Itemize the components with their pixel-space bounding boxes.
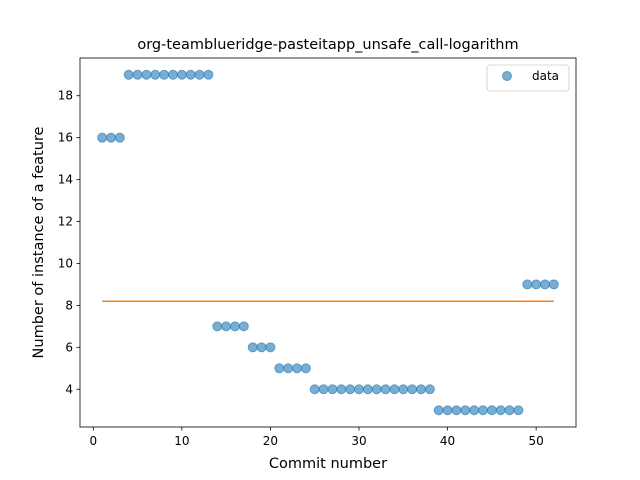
axes-frame bbox=[79, 57, 577, 428]
data-point bbox=[540, 279, 550, 290]
data-point bbox=[176, 69, 187, 80]
y-tick-label: 8 bbox=[65, 298, 73, 312]
legend: data bbox=[486, 64, 570, 92]
x-axis: 0 10 20 30 40 50 bbox=[89, 427, 544, 448]
data-point bbox=[265, 342, 276, 353]
data-point bbox=[486, 405, 497, 416]
data-point bbox=[318, 384, 329, 395]
data-point bbox=[345, 384, 356, 395]
data-point bbox=[407, 384, 418, 395]
data-point bbox=[469, 405, 480, 416]
data-point bbox=[159, 69, 170, 80]
data-point bbox=[256, 342, 267, 353]
y-tick-label: 12 bbox=[58, 215, 73, 229]
x-tick-label: 0 bbox=[89, 434, 97, 448]
y-tick-label: 6 bbox=[65, 340, 73, 354]
x-tick-label: 50 bbox=[529, 434, 544, 448]
data-point bbox=[221, 321, 232, 332]
data-point bbox=[230, 321, 240, 332]
x-tick-label: 10 bbox=[174, 434, 189, 448]
data-point bbox=[300, 363, 311, 374]
y-axis-label: Number of instance of a feature bbox=[31, 126, 47, 358]
data-point bbox=[336, 384, 347, 395]
data-point bbox=[531, 279, 542, 290]
data-point bbox=[371, 384, 382, 395]
data-point bbox=[150, 69, 161, 80]
data-point bbox=[362, 384, 373, 395]
data-point bbox=[460, 405, 471, 416]
data-point bbox=[114, 132, 125, 143]
data-point bbox=[274, 363, 285, 374]
data-point bbox=[327, 384, 338, 395]
y-axis: 4 6 8 10 12 14 16 18 bbox=[58, 89, 80, 396]
data-point bbox=[185, 69, 196, 80]
y-tick-label: 10 bbox=[58, 256, 73, 270]
data-point bbox=[504, 405, 515, 416]
data-point bbox=[513, 405, 524, 416]
data-point bbox=[132, 69, 143, 80]
y-tick-label: 14 bbox=[58, 173, 73, 187]
plot-area bbox=[97, 69, 559, 416]
data-point bbox=[203, 69, 214, 80]
data-point bbox=[380, 384, 391, 395]
data-point bbox=[247, 342, 258, 353]
data-point bbox=[292, 363, 302, 374]
data-point bbox=[106, 132, 116, 143]
data-point bbox=[442, 405, 453, 416]
data-point bbox=[123, 69, 134, 80]
data-point bbox=[398, 384, 409, 395]
x-tick-label: 30 bbox=[351, 434, 366, 448]
data-point bbox=[238, 321, 249, 332]
y-tick-label: 4 bbox=[65, 382, 73, 396]
data-point bbox=[309, 384, 320, 395]
data-point bbox=[354, 384, 364, 395]
data-point bbox=[212, 321, 223, 332]
x-tick-label: 40 bbox=[440, 434, 455, 448]
data-point bbox=[424, 384, 435, 395]
legend-label-data: data bbox=[532, 69, 559, 83]
x-tick-label: 20 bbox=[263, 434, 278, 448]
y-tick-label: 16 bbox=[58, 131, 73, 145]
data-point bbox=[451, 405, 462, 416]
data-point bbox=[495, 405, 506, 416]
data-point bbox=[194, 69, 205, 80]
x-axis-label: Commit number bbox=[269, 456, 387, 472]
data-point bbox=[433, 405, 444, 416]
legend-marker-data bbox=[502, 71, 512, 81]
data-point bbox=[522, 279, 533, 290]
data-point bbox=[478, 405, 488, 416]
data-point bbox=[389, 384, 400, 395]
data-point bbox=[97, 132, 108, 143]
data-point bbox=[168, 69, 178, 80]
data-point bbox=[141, 69, 152, 80]
data-point bbox=[548, 279, 559, 290]
y-tick-label: 18 bbox=[58, 89, 73, 103]
data-point bbox=[416, 384, 426, 395]
data-point bbox=[283, 363, 294, 374]
chart-title: org-teamblueridge-pasteitapp_unsafe_call… bbox=[137, 37, 518, 53]
